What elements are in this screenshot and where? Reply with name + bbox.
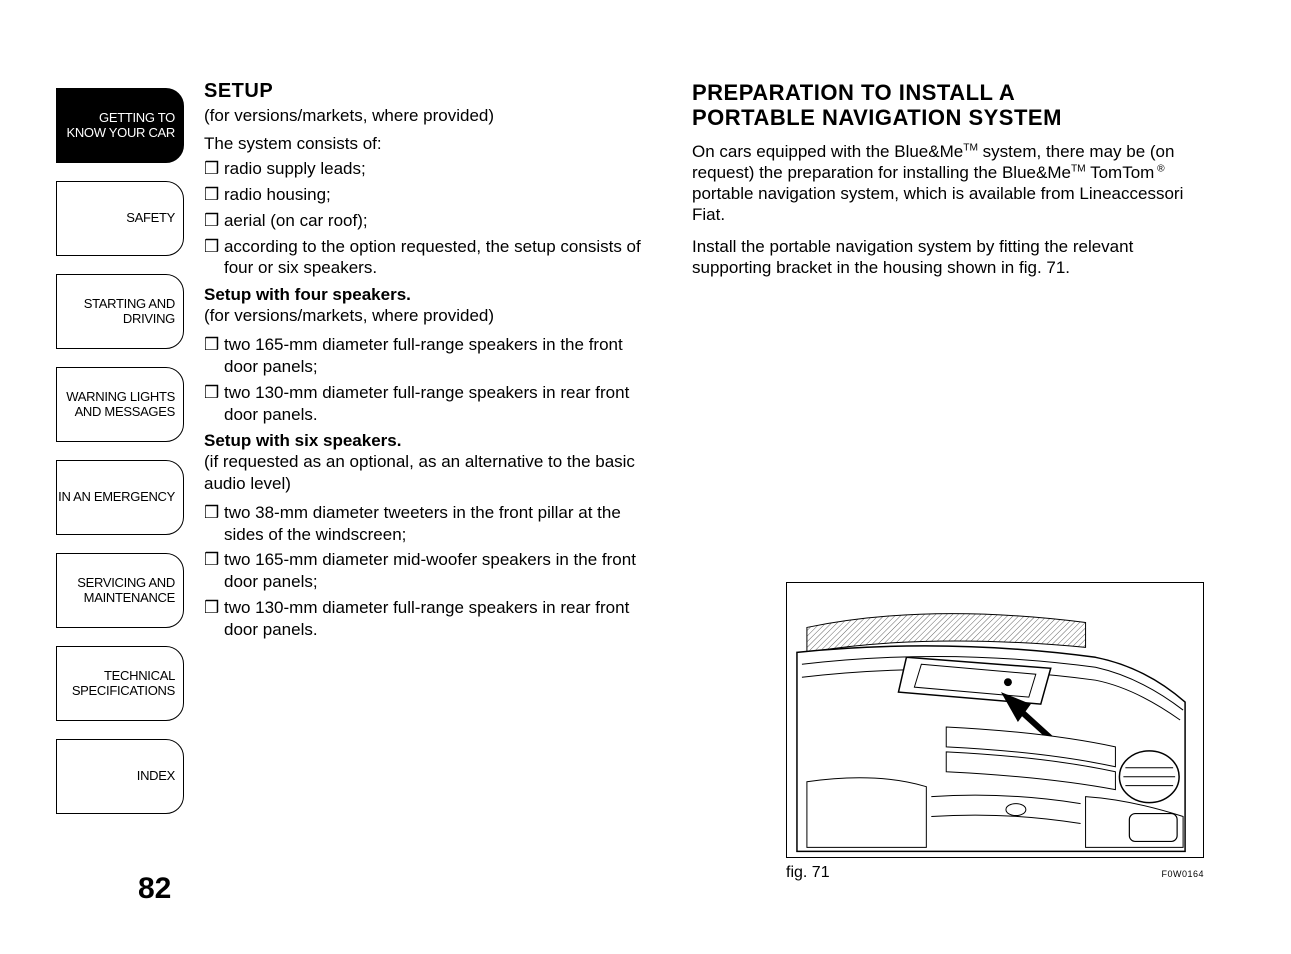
figure-71: fig. 71 F0W0164 <box>786 582 1204 882</box>
page-number: 82 <box>138 872 171 906</box>
tab-label: STARTING AND <box>84 297 175 312</box>
bullet-list: two 165-mm diameter full-range speakers … <box>204 334 648 425</box>
dashboard-illustration <box>787 582 1203 858</box>
tab-label: MAINTENANCE <box>84 591 175 606</box>
text-run: portable navigation system, which is ava… <box>692 184 1183 224</box>
figure-caption: fig. 71 F0W0164 <box>786 864 1204 882</box>
tab-label: AND MESSAGES <box>75 405 175 420</box>
trademark-symbol: TM <box>963 142 978 153</box>
list-item: radio housing; <box>204 184 648 206</box>
subheading: Setup with six speakers. <box>204 431 648 451</box>
tab-label: IN AN EMERGENCY <box>58 490 175 505</box>
tab-index[interactable]: INDEX <box>56 739 184 814</box>
list-item: radio supply leads; <box>204 158 648 180</box>
note-text: (for versions/markets, where provided) <box>204 305 648 326</box>
tab-label: TECHNICAL <box>104 669 175 684</box>
tab-emergency[interactable]: IN AN EMERGENCY <box>56 460 184 535</box>
tab-label: GETTING TO <box>99 111 175 126</box>
subheading: Setup with four speakers. <box>204 285 648 305</box>
list-item: two 130-mm diameter full-range speakers … <box>204 382 648 426</box>
left-column: SETUP (for versions/markets, where provi… <box>204 80 648 644</box>
tab-label: SPECIFICATIONS <box>72 684 175 699</box>
tab-servicing[interactable]: SERVICING AND MAINTENANCE <box>56 553 184 628</box>
trademark-symbol: TM <box>1071 163 1086 174</box>
figure-code: F0W0164 <box>1161 869 1204 879</box>
bullet-list: radio supply leads; radio housing; aeria… <box>204 158 648 279</box>
heading-setup: SETUP <box>204 80 648 103</box>
tab-label: INDEX <box>137 769 175 784</box>
tab-label: KNOW YOUR CAR <box>66 126 175 141</box>
heading-preparation: PREPARATION TO INSTALL A PORTABLE NAVIGA… <box>692 80 1202 131</box>
tab-label: SAFETY <box>126 211 175 226</box>
list-item: two 165-mm diameter full-range speakers … <box>204 334 648 378</box>
text-run: TomTom <box>1086 163 1155 182</box>
bullet-list: two 38-mm diameter tweeters in the front… <box>204 502 648 641</box>
list-item: aerial (on car roof); <box>204 210 648 232</box>
tab-safety[interactable]: SAFETY <box>56 181 184 256</box>
list-item: two 130-mm diameter full-range speakers … <box>204 597 648 641</box>
figure-frame <box>786 582 1204 858</box>
heading-line: PORTABLE NAVIGATION SYSTEM <box>692 105 1062 130</box>
tab-label: DRIVING <box>123 312 175 327</box>
body-paragraph: Install the portable navigation system b… <box>692 236 1202 279</box>
tab-label: SERVICING AND <box>77 576 175 591</box>
registered-symbol: ® <box>1154 163 1164 174</box>
figure-label: fig. 71 <box>786 864 830 882</box>
body-paragraph: On cars equipped with the Blue&MeTM syst… <box>692 141 1202 226</box>
tab-label: WARNING LIGHTS <box>66 390 175 405</box>
section-tabs: GETTING TO KNOW YOUR CAR SAFETY STARTING… <box>56 80 184 832</box>
list-item: two 165-mm diameter mid-woofer speakers … <box>204 549 648 593</box>
tab-starting-driving[interactable]: STARTING AND DRIVING <box>56 274 184 349</box>
list-item: according to the option requested, the s… <box>204 236 648 280</box>
text-run: On cars equipped with the Blue&Me <box>692 142 963 161</box>
tab-technical-specs[interactable]: TECHNICAL SPECIFICATIONS <box>56 646 184 721</box>
list-item: two 38-mm diameter tweeters in the front… <box>204 502 648 546</box>
right-column: PREPARATION TO INSTALL A PORTABLE NAVIGA… <box>692 80 1202 288</box>
intro-text: The system consists of: <box>204 134 648 154</box>
tab-getting-to-know[interactable]: GETTING TO KNOW YOUR CAR <box>56 88 184 163</box>
heading-line: PREPARATION TO INSTALL A <box>692 80 1015 105</box>
note-text: (if requested as an optional, as an alte… <box>204 451 648 494</box>
note-text: (for versions/markets, where provided) <box>204 105 648 126</box>
tab-warning-lights[interactable]: WARNING LIGHTS AND MESSAGES <box>56 367 184 442</box>
